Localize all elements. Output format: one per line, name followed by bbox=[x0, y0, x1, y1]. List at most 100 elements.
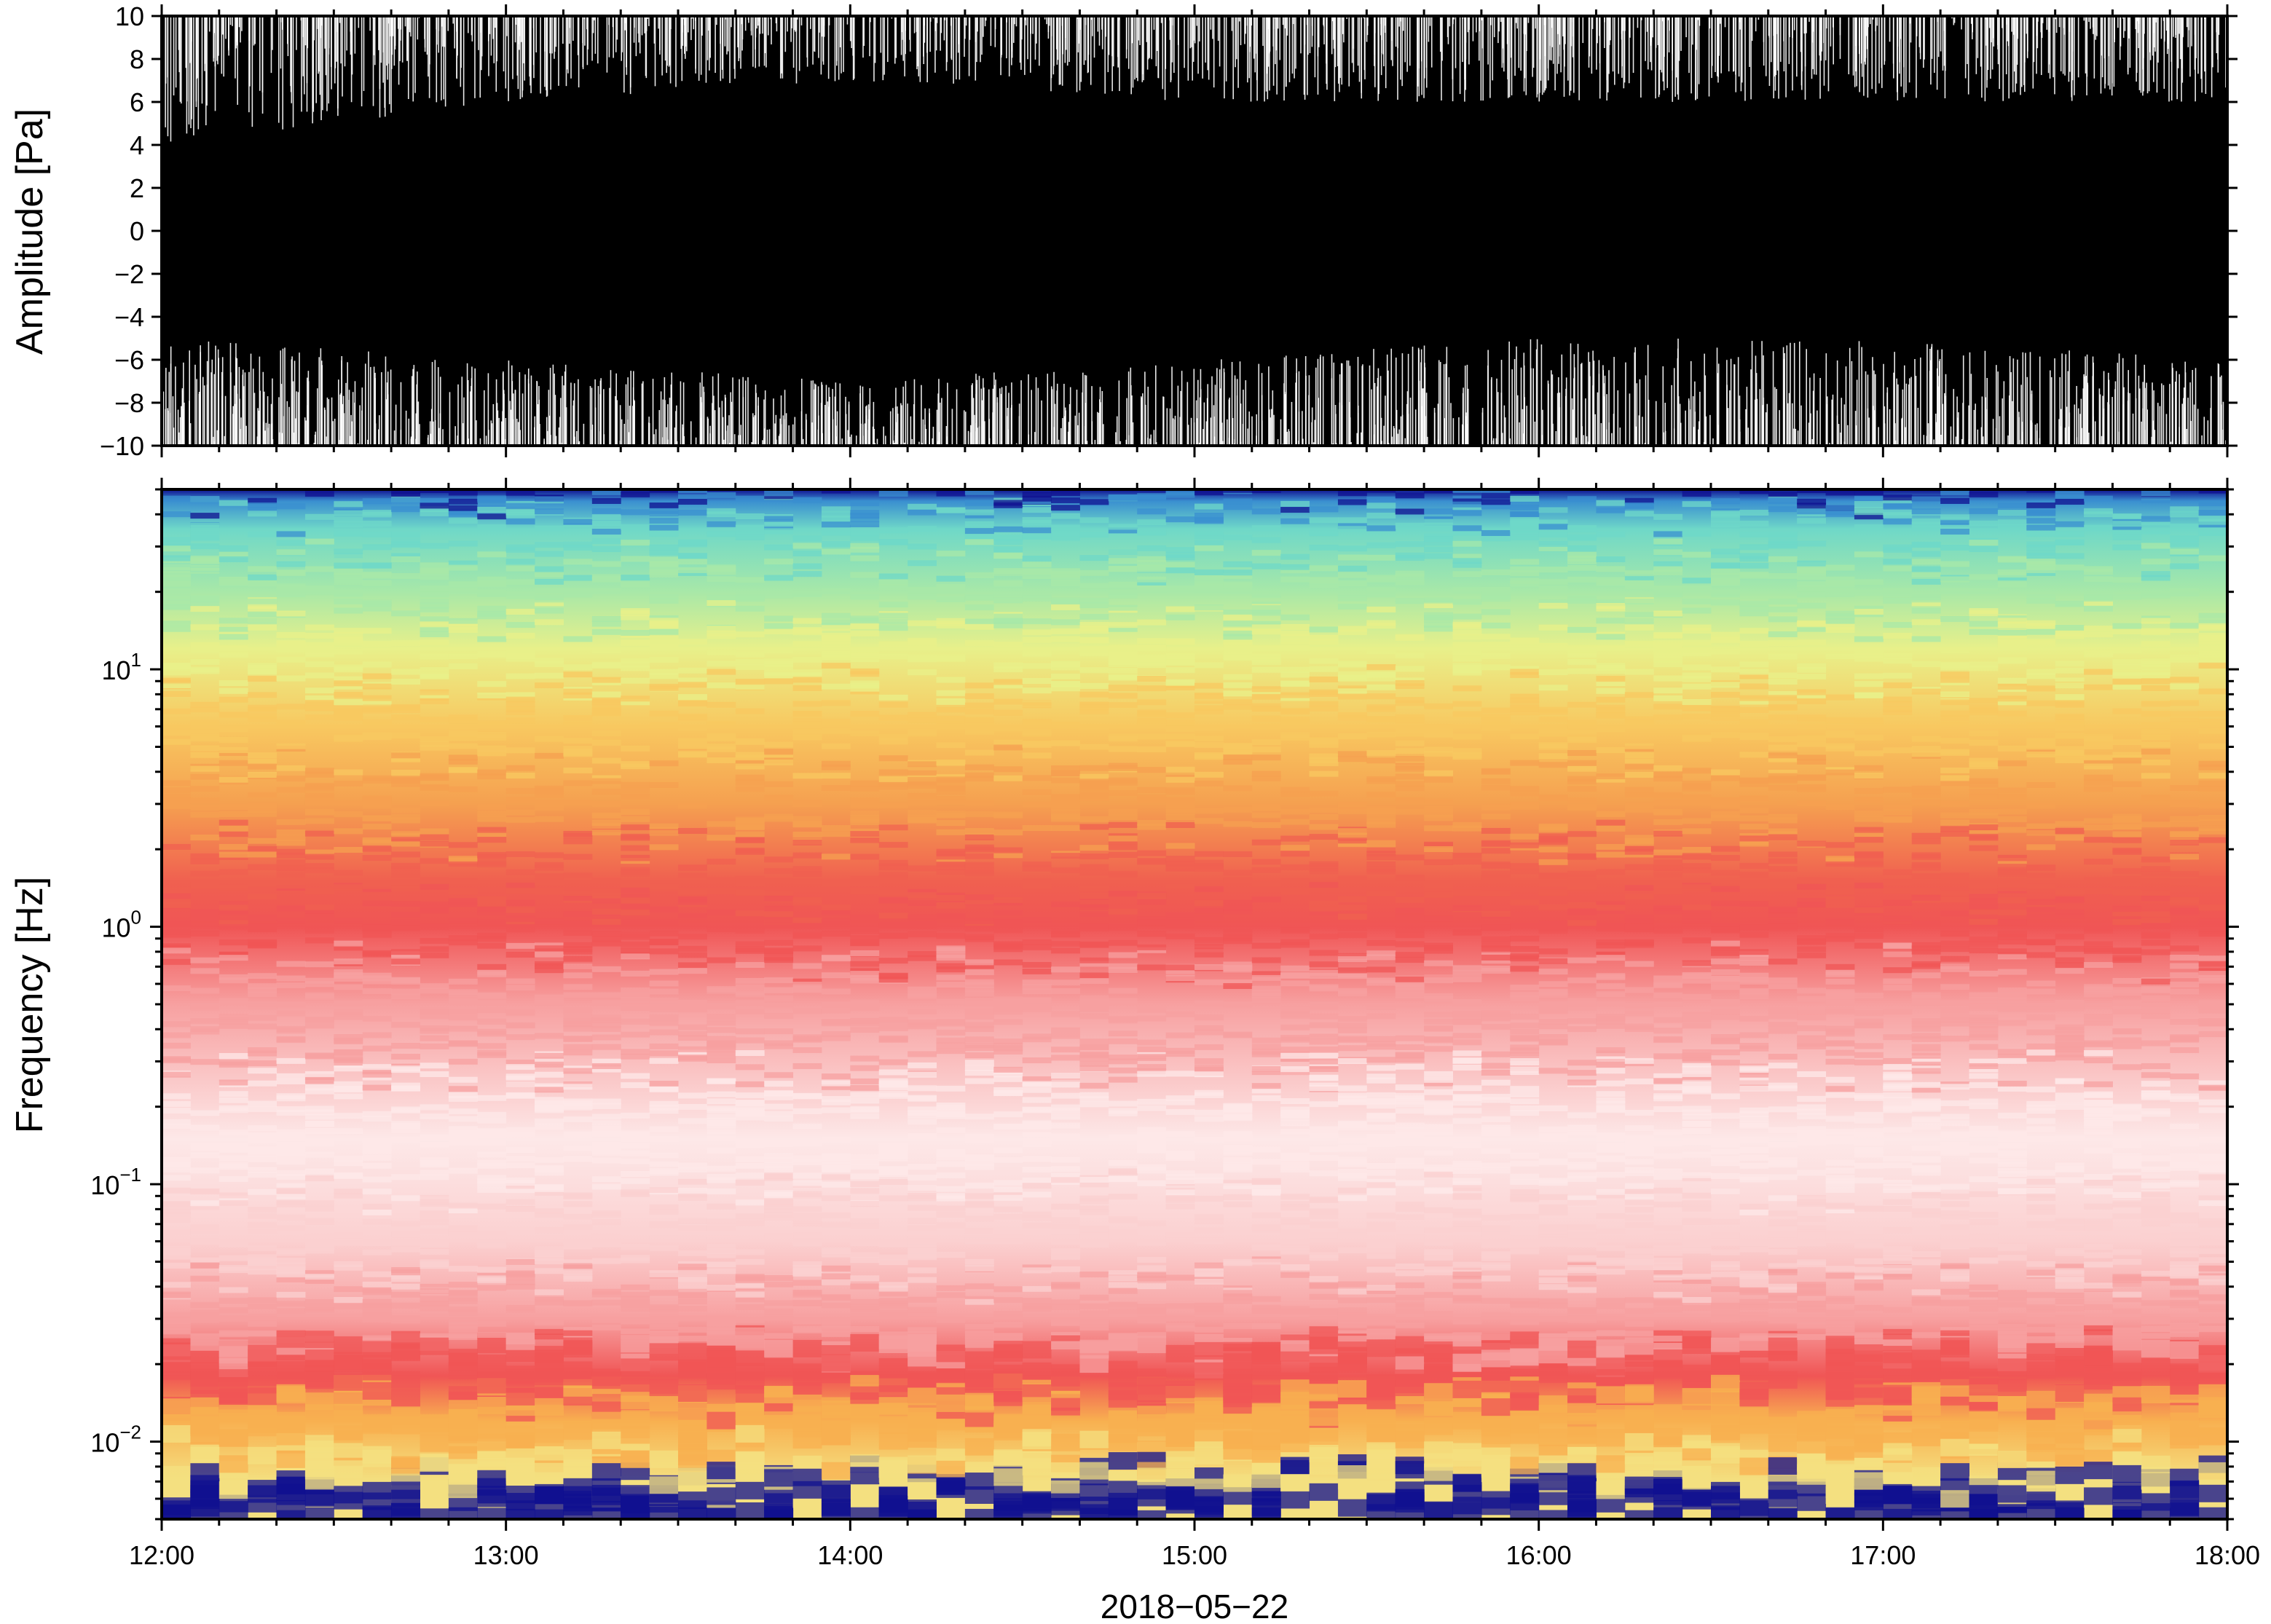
spectrogram-cell bbox=[650, 1161, 679, 1167]
spectrogram-cell bbox=[621, 993, 650, 998]
spectrogram-cell bbox=[162, 959, 191, 965]
spectrogram-cell bbox=[449, 1077, 478, 1083]
spectrogram-cell bbox=[305, 867, 334, 873]
spectrogram-cell bbox=[162, 678, 191, 684]
spectrogram-cell bbox=[506, 916, 535, 922]
spectrogram-cell bbox=[363, 778, 392, 784]
spectrogram-cell bbox=[506, 1259, 535, 1265]
spectrogram-cell bbox=[277, 1058, 306, 1064]
spectrogram-cell bbox=[277, 540, 306, 546]
spectrogram-cell bbox=[162, 1057, 191, 1063]
spectrogram-cell bbox=[190, 766, 219, 772]
spectrogram-cell bbox=[190, 1502, 219, 1519]
spectrogram-cell bbox=[420, 1210, 449, 1216]
spectrogram-cell bbox=[391, 1303, 420, 1309]
spectrogram-cell bbox=[305, 854, 334, 859]
spectrogram-cell bbox=[621, 492, 650, 497]
spectrogram-cell bbox=[248, 1004, 277, 1009]
spectrogram-cell bbox=[363, 580, 392, 586]
spectrogram-cell bbox=[248, 1245, 277, 1251]
amplitude-axis-label: Amplitude [Pa] bbox=[9, 109, 51, 355]
spectrogram-cell bbox=[363, 1288, 392, 1293]
spectrogram-cell bbox=[592, 1292, 621, 1298]
amplitude-tick-label: 2 bbox=[130, 173, 144, 203]
spectrogram-cell bbox=[248, 1321, 277, 1327]
spectrogram-cell bbox=[391, 872, 420, 878]
spectrogram-cell bbox=[305, 1392, 334, 1410]
spectrogram-cell bbox=[277, 918, 306, 923]
spectrogram-cell bbox=[248, 1151, 277, 1156]
spectrogram-cell bbox=[248, 792, 277, 798]
spectrogram-cell bbox=[449, 918, 478, 923]
spectrogram-cell bbox=[477, 1234, 506, 1240]
spectrogram-cell bbox=[334, 1049, 363, 1055]
spectrogram-cell bbox=[592, 1063, 621, 1069]
spectrogram-cell bbox=[621, 1131, 650, 1137]
spectrogram-cell bbox=[449, 499, 478, 505]
spectrogram-cell bbox=[334, 591, 363, 597]
spectrogram-cell bbox=[563, 1156, 592, 1162]
spectrogram-cell bbox=[420, 784, 449, 790]
spectrogram-cell bbox=[277, 883, 306, 888]
spectrogram-cell bbox=[420, 1261, 449, 1267]
spectrogram-cell bbox=[678, 1005, 707, 1011]
spectrogram-cell bbox=[305, 1234, 334, 1239]
spectrogram-cell bbox=[621, 1335, 650, 1352]
spectrogram-cell bbox=[621, 942, 650, 947]
spectrogram-cell bbox=[477, 804, 506, 810]
spectrogram-cell bbox=[621, 1392, 650, 1409]
spectrogram-cell bbox=[477, 773, 506, 779]
spectrogram-cell bbox=[305, 706, 334, 712]
spectrogram-cell bbox=[363, 544, 392, 550]
spectrogram-cell bbox=[334, 1425, 363, 1443]
spectrogram-cell bbox=[449, 935, 478, 941]
spectrogram-cell bbox=[277, 1269, 306, 1274]
spectrogram-cell bbox=[477, 1163, 506, 1169]
spectrogram-cell bbox=[650, 1136, 679, 1142]
spectrogram-cell bbox=[650, 629, 679, 635]
spectrogram-cell bbox=[420, 858, 449, 864]
spectrogram-cell bbox=[420, 568, 449, 574]
spectrogram-cell bbox=[535, 1463, 564, 1481]
spectrogram-cell bbox=[563, 1084, 592, 1089]
spectrogram-cell bbox=[592, 529, 621, 535]
spectrogram-cell bbox=[477, 507, 506, 513]
spectrogram-cell bbox=[477, 636, 506, 642]
spectrogram-cell bbox=[449, 1014, 478, 1020]
spectrogram-cell bbox=[162, 626, 191, 632]
spectrogram-cell bbox=[535, 1289, 564, 1295]
spectrogram-cell bbox=[334, 511, 363, 516]
spectrogram-cell bbox=[563, 1008, 592, 1014]
spectrogram-cell bbox=[420, 543, 449, 548]
spectrogram-cell bbox=[678, 828, 707, 834]
spectrogram-cell bbox=[621, 788, 650, 794]
spectrogram-cell bbox=[592, 1000, 621, 1006]
spectrogram-cell bbox=[277, 765, 306, 771]
spectrogram-cell bbox=[391, 1065, 420, 1071]
spectrogram-cell bbox=[305, 1507, 334, 1525]
spectrogram-cell bbox=[592, 829, 621, 835]
spectrogram-cell bbox=[190, 720, 219, 725]
spectrogram-cell bbox=[535, 1227, 564, 1233]
spectrogram-cell bbox=[363, 855, 392, 861]
spectrogram-cell bbox=[219, 1307, 248, 1313]
spectrogram-cell bbox=[449, 1298, 478, 1304]
spectrogram-cell bbox=[449, 1136, 478, 1142]
spectrogram-cell bbox=[563, 1049, 592, 1055]
spectrogram-cell bbox=[592, 931, 621, 937]
spectrogram-cell bbox=[650, 550, 679, 556]
spectrogram-cell bbox=[162, 894, 191, 899]
spectrogram-cell bbox=[420, 654, 449, 660]
spectrogram-cell bbox=[477, 750, 506, 756]
spectrogram-cell bbox=[305, 642, 334, 648]
spectrogram-cell bbox=[420, 1240, 449, 1246]
spectrogram-cell bbox=[535, 952, 564, 958]
spectrogram-cell bbox=[621, 1049, 650, 1055]
spectrogram-cell bbox=[678, 1408, 707, 1425]
spectrogram-cell bbox=[563, 800, 592, 805]
spectrogram-cell bbox=[277, 840, 306, 845]
spectrogram-cell bbox=[219, 1287, 248, 1293]
spectrogram-cell bbox=[391, 841, 420, 847]
spectrogram-cell bbox=[477, 852, 506, 858]
spectrogram-cell bbox=[219, 1023, 248, 1029]
